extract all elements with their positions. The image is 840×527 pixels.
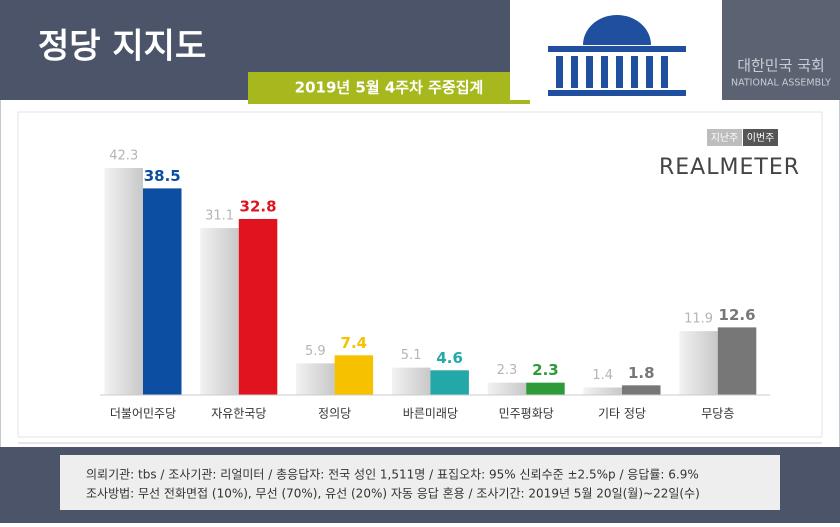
bar [200,228,239,395]
x-tick-label: 자유한국당 [211,407,266,421]
bar [717,327,757,395]
logo-text: 대한민국 국회 [737,57,825,75]
bar [238,218,278,395]
value-label: 1.4 [592,368,613,383]
legend-swatch [743,129,778,146]
bar [679,331,718,395]
x-tick-label: 무당층 [701,407,734,421]
value-label: 11.9 [684,312,713,327]
bar [622,385,661,395]
value-label: 4.6 [436,349,463,367]
assembly-icon [548,15,686,96]
bar [334,355,374,395]
subtitle-box [248,72,530,104]
bar [487,382,527,395]
bar [430,370,469,395]
footer-line: 의뢰기관: tbs / 조사기관: 리얼미터 / 총응답자: 전국 성인 1,5… [86,468,699,482]
logo-panel [722,0,840,100]
subtitle: 2019년 5월 4주차 주중집계 [295,79,484,97]
bar [296,363,335,395]
x-tick-label: 정의당 [318,407,351,421]
value-label: 2.3 [497,363,518,378]
value-label: 1.8 [628,364,655,382]
value-label: 38.5 [144,167,181,185]
value-label: 31.1 [205,209,234,224]
legend-label: 지난주 [711,132,739,144]
bar [391,367,431,395]
x-tick-label: 바른미래당 [403,407,458,421]
value-label: 12.6 [719,306,756,324]
value-label: 32.8 [240,197,277,215]
bar [526,382,565,395]
value-label: 5.1 [401,348,422,363]
x-tick-label: 민주평화당 [499,407,554,421]
chart-title: 정당 지지도 [38,27,206,67]
value-label: 7.4 [341,334,368,352]
logo-text: NATIONAL ASSEMBLY [731,78,831,89]
value-label: 42.3 [109,149,138,164]
footer-box [60,455,780,510]
x-tick-label: 기타 정당 [598,407,646,421]
brand: REALMETER [659,155,800,180]
bar [583,387,622,395]
value-label: 2.3 [532,361,559,379]
x-tick-label: 더불어민주당 [110,407,176,421]
legend-swatch [707,129,742,146]
legend-label: 이번주 [747,132,775,144]
value-label: 5.9 [305,344,326,359]
bar [104,168,143,395]
footer-line: 조사방법: 무선 전화면접 (10%), 무선 (70%), 유선 (20%) … [86,487,700,501]
bar [143,188,182,395]
